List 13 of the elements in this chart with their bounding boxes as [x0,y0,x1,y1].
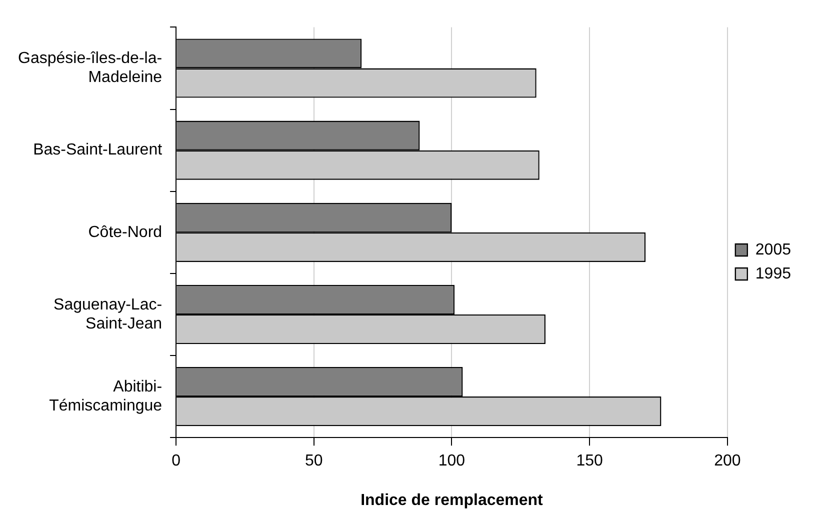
x-tick-label: 200 [714,452,741,470]
x-tick-label: 50 [304,452,323,470]
y-tick-label: Côte-Nord [88,224,162,241]
legend-label: 1995 [755,265,792,282]
y-tick-label: Bas-Saint-Laurent [33,142,163,159]
legend-label: 2005 [755,241,792,258]
y-tick-label: Saguenay-Lac-Saint-Jean [54,296,162,332]
y-tick-label: Abitibi-Témiscamingue [49,378,162,415]
y-tick-label: Gaspésie-îles-de-la-Madeleine [18,50,162,86]
x-tick-label: 0 [172,452,181,470]
x-tick-label: 150 [576,452,604,470]
x-axis-title: Indice de remplacement [360,492,544,509]
x-tick-label: 100 [438,452,466,470]
